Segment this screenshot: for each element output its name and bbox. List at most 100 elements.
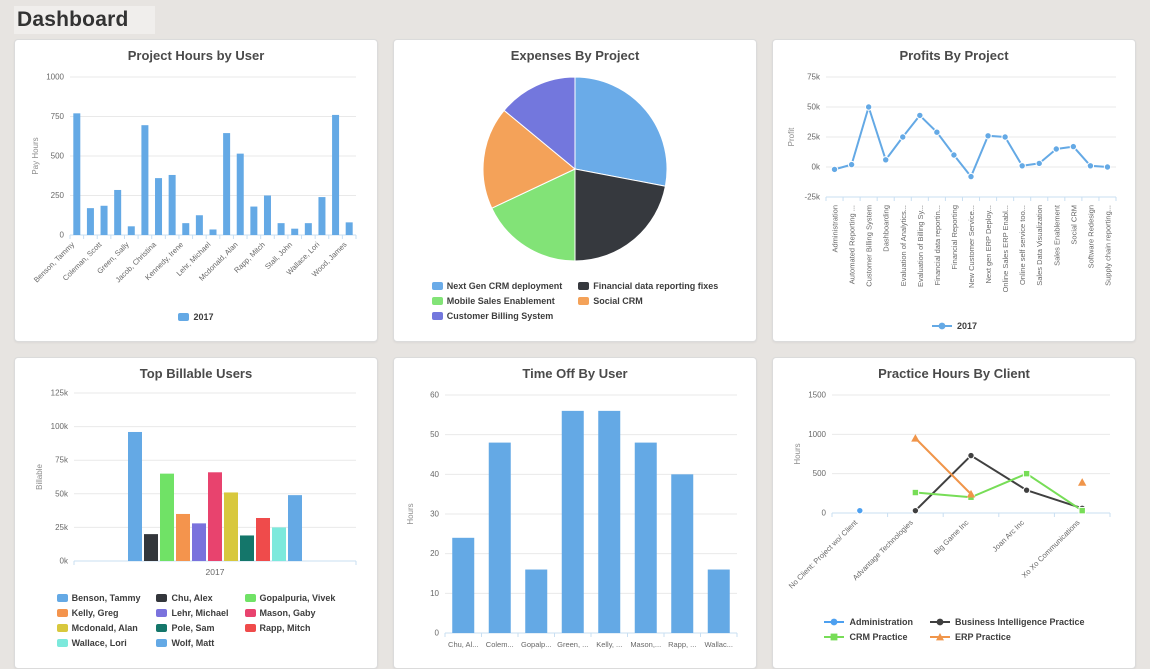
top-billable-users-chart: 0k 25k 50k 75k 100k 125k Billable 2017 bbox=[22, 383, 370, 589]
svg-text:New Customer Service...: New Customer Service... bbox=[967, 205, 976, 288]
svg-text:2017: 2017 bbox=[206, 567, 225, 577]
card-practice-hours-by-client: Practice Hours By Client 0 500 1000 1500 Hou… bbox=[772, 357, 1136, 669]
legend-swatch bbox=[431, 297, 443, 305]
svg-text:50k: 50k bbox=[55, 489, 69, 498]
svg-text:75k: 75k bbox=[807, 73, 821, 82]
legend-item-wolf-matt[interactable]: Wolf, Matt bbox=[156, 637, 228, 649]
svg-text:20: 20 bbox=[430, 549, 439, 558]
svg-text:Financial Reporting: Financial Reporting bbox=[950, 205, 959, 270]
legend-swatch bbox=[56, 624, 68, 632]
legend-swatch bbox=[244, 624, 256, 632]
legend-label: Administration bbox=[849, 617, 913, 627]
legend-marker bbox=[931, 322, 952, 330]
svg-text:1500: 1500 bbox=[808, 391, 826, 400]
legend-marker bbox=[929, 633, 950, 641]
legend-item-mcdonald-alan[interactable]: Mcdonald, Alan bbox=[56, 622, 141, 634]
project-hours-legend: 2017 bbox=[178, 311, 214, 323]
legend-item-gopalpuria-vivek[interactable]: Gopalpuria, Vivek bbox=[244, 592, 335, 604]
legend-swatch bbox=[244, 609, 256, 617]
svg-text:0: 0 bbox=[60, 231, 65, 240]
svg-text:40: 40 bbox=[430, 470, 439, 479]
svg-text:Advantage Technologies: Advantage Technologies bbox=[851, 518, 915, 582]
svg-text:Gopalp...: Gopalp... bbox=[521, 640, 551, 649]
legend-item-2017[interactable]: 2017 bbox=[178, 311, 214, 323]
chart-title: Expenses By Project bbox=[510, 48, 640, 63]
legend-label: Financial data reporting fixes bbox=[593, 281, 719, 291]
svg-text:750: 750 bbox=[51, 112, 65, 121]
svg-text:Software Redesign: Software Redesign bbox=[1086, 205, 1095, 268]
top-billable-legend: Benson, Tammy Chu, Alex Gopalpuria, Vivek K… bbox=[56, 592, 336, 649]
legend-item-crm-practice[interactable]: CRM Practice bbox=[823, 631, 913, 643]
svg-text:Billable: Billable bbox=[35, 464, 44, 490]
svg-text:Automated Reporting ...: Automated Reporting ... bbox=[848, 205, 857, 284]
card-top-billable-users: Top Billable Users 0k 25k 50k 75k 100k 125k Bi… bbox=[14, 357, 378, 669]
legend-swatch bbox=[56, 639, 68, 647]
svg-text:Wallac...: Wallac... bbox=[705, 640, 733, 649]
chart-title: Project Hours by User bbox=[127, 48, 265, 63]
legend-swatch bbox=[156, 609, 168, 617]
svg-text:Customer Billing System: Customer Billing System bbox=[865, 205, 874, 287]
svg-text:Colem...: Colem... bbox=[486, 640, 514, 649]
legend-label: CRM Practice bbox=[849, 632, 908, 642]
legend-label: 2017 bbox=[193, 312, 214, 322]
svg-text:Pay Hours: Pay Hours bbox=[31, 137, 40, 174]
legend-item-rapp-mitch[interactable]: Rapp, Mitch bbox=[244, 622, 336, 634]
card-project-hours-by-user: Project Hours by User 0 250 500 750 1000 Pay … bbox=[14, 39, 378, 342]
svg-text:Green, ...: Green, ... bbox=[557, 640, 588, 649]
svg-text:25k: 25k bbox=[55, 523, 69, 532]
svg-text:Administration: Administration bbox=[831, 205, 840, 253]
legend-item-2017[interactable]: 2017 bbox=[931, 320, 977, 332]
legend-item-next-gen-crm-deployment[interactable]: Next Gen CRM deployment bbox=[431, 280, 562, 292]
svg-text:500: 500 bbox=[51, 152, 65, 161]
svg-text:0: 0 bbox=[822, 509, 827, 518]
svg-text:75k: 75k bbox=[55, 456, 69, 465]
svg-text:Evaluation of Analytics...: Evaluation of Analytics... bbox=[899, 205, 908, 286]
page-title-text: Dashboard bbox=[14, 6, 155, 34]
svg-text:Big Game Inc: Big Game Inc bbox=[932, 518, 971, 557]
svg-text:Hours: Hours bbox=[406, 503, 415, 524]
legend-label: Rapp, Mitch bbox=[259, 623, 311, 633]
svg-text:Sales Enablement: Sales Enablement bbox=[1052, 204, 1061, 266]
legend-item-social-crm[interactable]: Social CRM bbox=[578, 295, 718, 307]
legend-swatch bbox=[156, 624, 168, 632]
legend-swatch bbox=[578, 297, 590, 305]
svg-text:Dashboarding: Dashboarding bbox=[882, 205, 891, 252]
legend-item-mason-gaby[interactable]: Mason, Gaby bbox=[244, 607, 336, 619]
svg-text:0k: 0k bbox=[60, 557, 69, 566]
legend-label: Pole, Sam bbox=[171, 623, 215, 633]
svg-text:Xo Xo Communications: Xo Xo Communications bbox=[1020, 518, 1082, 580]
svg-text:Financial data reportin...: Financial data reportin... bbox=[933, 205, 942, 285]
svg-text:125k: 125k bbox=[51, 389, 69, 398]
svg-text:Sales Data Visualization: Sales Data Visualization bbox=[1035, 205, 1044, 286]
legend-swatch bbox=[431, 282, 443, 290]
legend-label: Lehr, Michael bbox=[171, 608, 229, 618]
legend-item-administration[interactable]: Administration bbox=[823, 616, 913, 628]
legend-swatch bbox=[56, 594, 68, 602]
legend-item-lehr-michael[interactable]: Lehr, Michael bbox=[156, 607, 229, 619]
chart-title: Practice Hours By Client bbox=[878, 366, 1030, 381]
svg-text:No Client: Project wo/ Client: No Client: Project wo/ Client bbox=[787, 517, 860, 590]
svg-text:30: 30 bbox=[430, 510, 439, 519]
legend-swatch bbox=[156, 639, 168, 647]
legend-item-customer-billing-system[interactable]: Customer Billing System bbox=[431, 310, 563, 322]
legend-label: Social CRM bbox=[593, 296, 643, 306]
svg-text:Chu, Al...: Chu, Al... bbox=[448, 640, 478, 649]
legend-item-chu-alex[interactable]: Chu, Alex bbox=[156, 592, 228, 604]
legend-label: Mason, Gaby bbox=[259, 608, 316, 618]
legend-item-financial-data-reporting-fixes[interactable]: Financial data reporting fixes bbox=[578, 280, 718, 292]
chart-title: Top Billable Users bbox=[139, 366, 253, 381]
legend-item-benson-tammy[interactable]: Benson, Tammy bbox=[56, 592, 140, 604]
legend-item-erp-practice[interactable]: ERP Practice bbox=[929, 631, 1085, 643]
svg-text:Online self service too...: Online self service too... bbox=[1018, 205, 1027, 285]
legend-item-mobile-sales-enablement[interactable]: Mobile Sales Enablement bbox=[431, 295, 563, 307]
profits-by-project-chart: -25k 0k 25k 50k 75k Profit Administration Autom… bbox=[780, 65, 1128, 317]
card-time-off-by-user: Time Off By User 0 10 20 30 40 50 60 Hours Chu, … bbox=[393, 357, 757, 669]
legend-swatch bbox=[244, 594, 256, 602]
legend-label: Kelly, Greg bbox=[71, 608, 119, 618]
legend-marker bbox=[824, 618, 845, 626]
legend-item-business-intelligence-practice[interactable]: Business Intelligence Practice bbox=[929, 616, 1085, 628]
legend-item-kelly-greg[interactable]: Kelly, Greg bbox=[56, 607, 141, 619]
legend-item-pole-sam[interactable]: Pole, Sam bbox=[156, 622, 228, 634]
legend-item-wallace-lori[interactable]: Wallace, Lori bbox=[56, 637, 141, 649]
legend-marker bbox=[929, 618, 950, 626]
